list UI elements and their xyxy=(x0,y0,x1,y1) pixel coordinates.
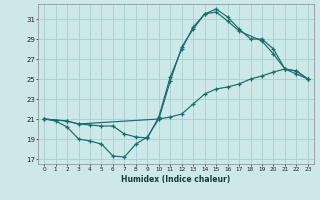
X-axis label: Humidex (Indice chaleur): Humidex (Indice chaleur) xyxy=(121,175,231,184)
